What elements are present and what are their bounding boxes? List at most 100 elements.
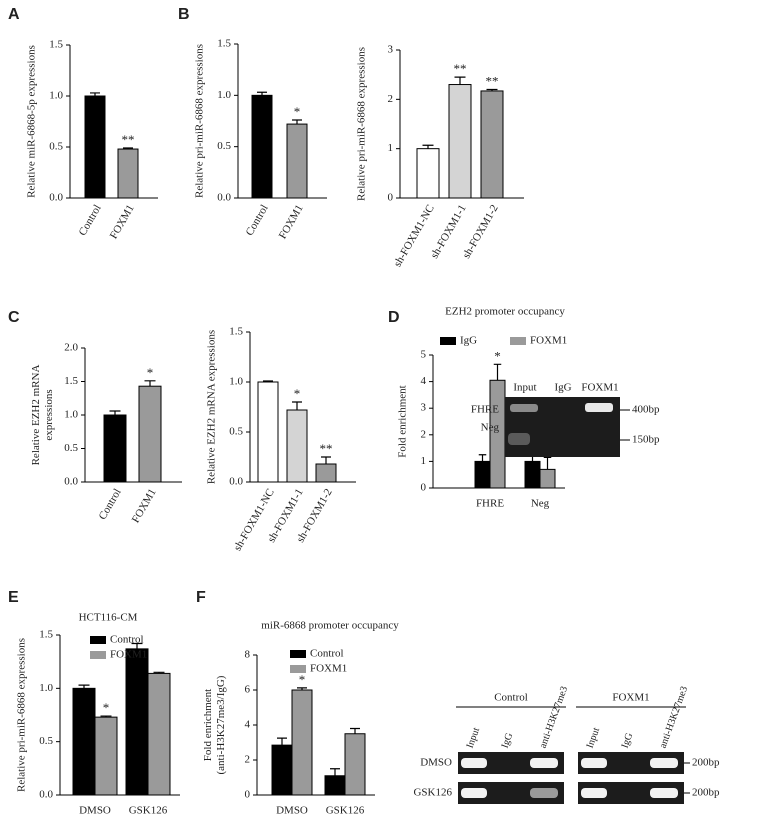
y-tick-label: 8 bbox=[245, 649, 251, 661]
panel-label: B bbox=[178, 6, 190, 23]
bar bbox=[448, 84, 472, 199]
legend-swatch bbox=[290, 665, 306, 673]
bar-label: * bbox=[103, 700, 110, 715]
bar-label: * bbox=[294, 104, 301, 119]
bar-label: ** bbox=[122, 132, 135, 147]
y-tick-label: 6 bbox=[245, 684, 251, 696]
bar bbox=[524, 460, 541, 489]
bar-label: ** bbox=[454, 61, 467, 76]
error-bar bbox=[454, 76, 466, 85]
y-axis-label: Relative pri-miR-6868 expressions bbox=[194, 44, 206, 198]
legend-swatch bbox=[440, 337, 456, 345]
size-label: 400bp bbox=[632, 404, 660, 416]
y-tick-label: 3 bbox=[388, 44, 394, 56]
bar bbox=[117, 148, 139, 199]
legend-label: FOXM1 bbox=[110, 649, 147, 661]
y-tick-label: 1.5 bbox=[229, 326, 243, 338]
gel bbox=[458, 782, 564, 804]
y-tick-label: 1.0 bbox=[49, 90, 63, 102]
error-bar bbox=[321, 456, 331, 464]
error-bar bbox=[78, 684, 90, 689]
bar-label: ** bbox=[486, 73, 499, 88]
panel-label: A bbox=[8, 6, 20, 23]
y-tick-label: 0 bbox=[421, 482, 427, 494]
x-tick-label: sh-FOXM1-NC bbox=[232, 487, 277, 553]
bar bbox=[103, 414, 127, 483]
legend-swatch bbox=[90, 651, 106, 659]
group-label: FOXM1 bbox=[612, 692, 649, 704]
x-tick-label: Control bbox=[77, 203, 104, 238]
lane-label: FOXM1 bbox=[581, 382, 618, 394]
group-label: Control bbox=[494, 692, 528, 704]
x-tick-label: GSK126 bbox=[326, 805, 365, 817]
x-tick-label: FOXM1 bbox=[130, 487, 159, 525]
y-tick-label: 1.5 bbox=[39, 629, 53, 641]
y-tick-label: 1.0 bbox=[217, 89, 231, 101]
y-tick-label: 1.5 bbox=[49, 39, 63, 51]
error-bar bbox=[297, 687, 307, 690]
band bbox=[650, 758, 678, 768]
legend-label: IgG bbox=[460, 335, 477, 347]
error-bar bbox=[263, 380, 273, 382]
y-tick-label: 3 bbox=[421, 402, 427, 414]
x-tick-label: GSK126 bbox=[129, 805, 168, 817]
y-tick-label: 1.0 bbox=[229, 376, 243, 388]
error-bar bbox=[90, 92, 100, 96]
error-bar bbox=[292, 401, 302, 410]
panel-label: D bbox=[388, 309, 400, 326]
y-tick-label: 2 bbox=[245, 754, 251, 766]
bar bbox=[489, 379, 506, 489]
lane-label: Input bbox=[513, 382, 536, 394]
x-tick-label: sh-FOXM1-NC bbox=[392, 203, 437, 269]
y-tick-label: 0.0 bbox=[49, 192, 63, 204]
y-tick-label: 0 bbox=[245, 789, 251, 801]
bar bbox=[344, 733, 366, 796]
x-tick-label: DMSO bbox=[79, 805, 111, 817]
row-label: Neg bbox=[481, 422, 500, 434]
y-tick-label: 2 bbox=[388, 93, 394, 105]
size-label: 200bp bbox=[692, 757, 720, 769]
panel-label: F bbox=[196, 589, 206, 606]
legend-label: Control bbox=[310, 648, 344, 660]
y-axis-label: Relative miR-6868-5p expressions bbox=[26, 45, 38, 198]
x-tick-label: Control bbox=[244, 203, 271, 238]
chart-title: miR-6868 promoter occupancy bbox=[261, 620, 399, 632]
y-tick-label: 0 bbox=[388, 192, 394, 204]
legend-swatch bbox=[510, 337, 526, 345]
bar-label: * bbox=[147, 365, 154, 380]
error-bar bbox=[123, 147, 133, 150]
y-axis-label: Relative EZH2 mRNA expressions bbox=[206, 330, 218, 484]
x-tick-label: Control bbox=[97, 487, 124, 522]
y-tick-label: 2 bbox=[421, 428, 427, 440]
lane-label: Input bbox=[585, 726, 603, 750]
bar bbox=[94, 716, 118, 796]
y-tick-label: 0.5 bbox=[217, 140, 231, 152]
y-axis-label: Relative pri-miR-6868 expressions bbox=[356, 47, 368, 201]
band bbox=[581, 758, 607, 768]
y-tick-label: 0.5 bbox=[64, 442, 78, 454]
band bbox=[461, 758, 487, 768]
bar bbox=[84, 95, 106, 199]
bar bbox=[539, 468, 556, 489]
y-tick-label: 0.0 bbox=[229, 476, 243, 488]
error-bar bbox=[422, 144, 434, 149]
bar-label: * bbox=[299, 672, 306, 687]
error-bar bbox=[350, 727, 360, 734]
bar bbox=[474, 460, 491, 489]
x-tick-label: FOXM1 bbox=[108, 203, 137, 241]
y-tick-label: 2.0 bbox=[64, 342, 78, 354]
bar bbox=[286, 123, 308, 199]
gel bbox=[578, 782, 684, 804]
y-tick-label: 1.5 bbox=[217, 38, 231, 50]
legend-label: FOXM1 bbox=[310, 663, 347, 675]
y-axis-label: expressions bbox=[43, 389, 55, 440]
row-label: FHRE bbox=[471, 404, 499, 416]
band bbox=[581, 788, 607, 798]
band bbox=[461, 788, 487, 798]
legend-label: FOXM1 bbox=[530, 335, 567, 347]
bar bbox=[416, 148, 440, 199]
panel-label: C bbox=[8, 309, 20, 326]
band bbox=[530, 788, 558, 798]
error-bar bbox=[292, 119, 302, 125]
